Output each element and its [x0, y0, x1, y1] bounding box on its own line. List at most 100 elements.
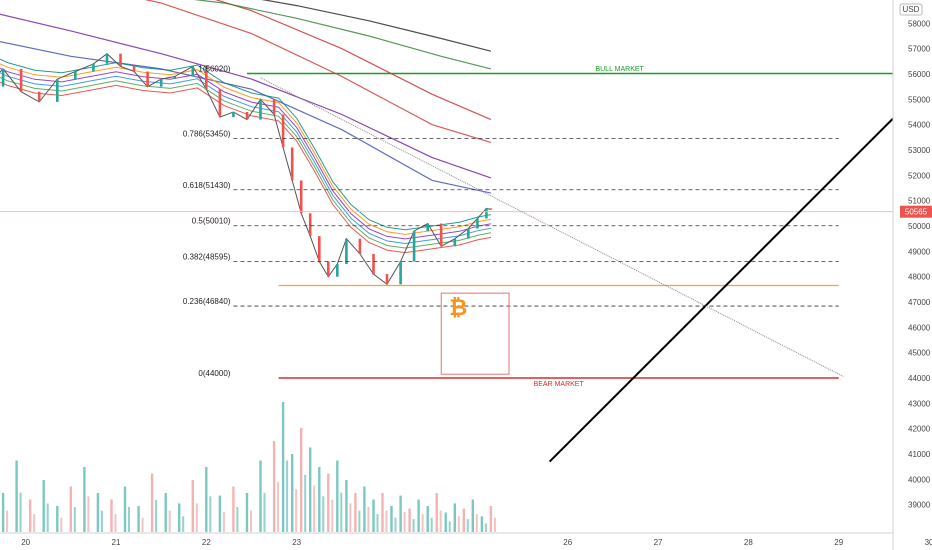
volume-bar: [327, 473, 330, 532]
fib-level-label: 0.618(51430): [183, 181, 231, 190]
ema-ribbon-line: [0, 63, 491, 235]
y-tick-label: 54000: [908, 121, 931, 130]
trend-down-line: [260, 77, 844, 377]
fib-level-label: 0(44000): [198, 369, 230, 378]
volume-bar: [471, 499, 474, 532]
fib-level-label: 1(56020): [198, 64, 230, 73]
volume-bar: [191, 480, 194, 532]
volume-bar: [484, 523, 487, 532]
volume-bar: [286, 460, 289, 532]
highlight-box: [440, 292, 510, 375]
volume-bar: [435, 493, 438, 532]
y-tick-label: 45000: [908, 349, 931, 358]
price-candle: [232, 112, 235, 118]
volume-bar: [394, 517, 397, 532]
volume-bar: [218, 495, 222, 532]
price-candle: [56, 79, 59, 102]
price-candle: [37, 91, 41, 102]
volume-bar: [96, 493, 100, 532]
y-tick-label: 46000: [908, 323, 931, 332]
currency-label: USD: [903, 5, 920, 14]
volume-bar: [205, 467, 208, 532]
price-candle: [467, 228, 470, 239]
trend-up-line: [548, 117, 893, 463]
volume-bar: [259, 460, 262, 532]
volume-bar: [385, 510, 388, 532]
volume-bar: [417, 499, 420, 532]
x-tick-label: 27: [654, 538, 663, 547]
price-candle: [426, 223, 429, 232]
price-candle: [439, 223, 443, 247]
volume-bar: [178, 503, 181, 532]
price-candle: [74, 71, 77, 80]
y-tick-label: 49000: [908, 247, 931, 256]
volume-bar: [358, 510, 361, 532]
price-candle: [453, 238, 457, 247]
volume-bar: [281, 402, 285, 532]
x-tick-label: 21: [112, 538, 121, 547]
y-tick-label: 53000: [908, 146, 931, 155]
volume-bar: [168, 510, 171, 532]
volume-bar: [6, 510, 9, 532]
volume-bar: [110, 499, 113, 532]
volume-bar: [354, 493, 357, 532]
y-tick-label: 51000: [908, 197, 931, 206]
volume-bar: [164, 493, 167, 532]
volume-bar: [421, 514, 424, 532]
volume-bar: [114, 514, 117, 532]
volume-bar: [263, 492, 266, 532]
y-tick-label: 41000: [908, 450, 931, 459]
price-candle: [489, 208, 493, 210]
moving-average-line: [0, 40, 492, 194]
volume-bar: [345, 480, 348, 532]
y-tick-label: 50000: [908, 222, 931, 231]
price-candle: [299, 180, 303, 214]
volume-bar: [15, 460, 18, 532]
volume-bar: [277, 481, 280, 532]
volume-bar: [236, 507, 239, 532]
price-candle: [327, 261, 330, 277]
last-price-label: 50565: [905, 208, 928, 217]
price-candle: [290, 147, 294, 181]
volume-bar: [313, 485, 316, 532]
volume-bar: [60, 517, 63, 532]
y-tick-label: 44000: [908, 374, 931, 383]
bitcoin-icon-glyph: ₿: [449, 296, 467, 321]
y-tick-label: 48000: [908, 273, 931, 282]
volume-bar: [367, 507, 370, 532]
y-tick-label: 56000: [908, 70, 931, 79]
volume-bar: [480, 516, 484, 532]
price-candle: [218, 89, 222, 118]
volume-bar: [245, 493, 249, 532]
price-candle: [318, 236, 321, 262]
ema-ribbon-line: [0, 67, 491, 240]
volume-bar: [232, 486, 235, 532]
price-candle: [336, 264, 339, 277]
volume-bar: [272, 441, 276, 532]
ema-ribbon-line: [0, 81, 491, 254]
moving-average-line: [0, 13, 492, 179]
volume-bar: [390, 506, 393, 532]
volume-bar: [250, 510, 252, 532]
volume-bar: [46, 503, 49, 532]
price-candle: [476, 218, 479, 229]
x-tick-label: 30: [925, 538, 932, 547]
volume-bar: [222, 512, 225, 532]
volume-bar: [381, 493, 384, 532]
x-tick-label: 26: [563, 538, 572, 547]
bull-market-label: BULL MARKET: [595, 66, 644, 73]
price-candle: [358, 238, 362, 254]
volume-bar: [56, 506, 59, 532]
price-candle: [308, 213, 312, 237]
ema-ribbon-line: [0, 72, 491, 245]
fib-level-label: 0.786(53450): [183, 130, 231, 139]
price-candle: [173, 76, 176, 79]
volume-bar: [42, 480, 45, 532]
price-candle: [281, 114, 285, 148]
fib-level-label: 0.382(48595): [183, 253, 231, 262]
fib-level-label: 0.5(50010): [192, 217, 231, 226]
volume-bar: [73, 507, 76, 532]
y-tick-label: 43000: [908, 399, 931, 408]
